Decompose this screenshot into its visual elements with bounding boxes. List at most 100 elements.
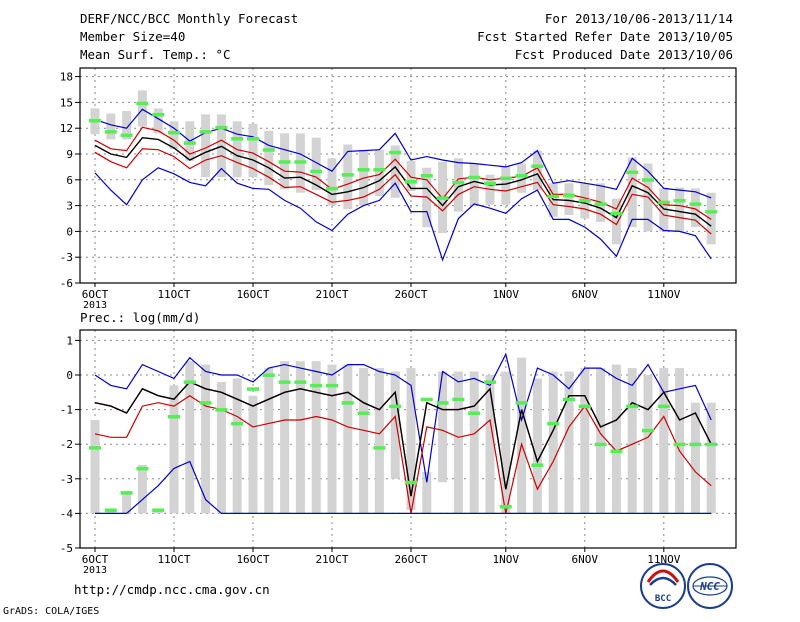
median-marker (357, 167, 370, 172)
median-marker (326, 383, 338, 388)
median-marker (373, 167, 386, 172)
ensemble-box (453, 371, 463, 514)
x-tick-label: 26OCT (394, 553, 427, 566)
median-marker (689, 202, 702, 206)
ensemble-box (137, 464, 147, 514)
median-marker (278, 160, 291, 164)
median-marker (484, 181, 496, 186)
median-marker (515, 401, 528, 405)
ensemble-box (327, 364, 337, 514)
x-tick-label: 21OCT (315, 553, 348, 566)
y-tick-label: 3 (66, 200, 73, 213)
series-line-upper (94, 126, 712, 220)
ensemble-box (485, 374, 495, 514)
ensemble-box (422, 471, 432, 514)
x-tick-label: 6OCT (82, 288, 109, 301)
y-tick-label: 0 (66, 225, 73, 238)
ensemble-box (659, 368, 669, 514)
median-marker (389, 404, 402, 409)
median-marker (405, 180, 417, 184)
series-line-min (94, 167, 712, 262)
median-marker (436, 401, 449, 405)
x-tick-label: 1NOV (493, 553, 520, 566)
ensemble-box (659, 188, 669, 232)
series-line-lower (94, 394, 712, 514)
x-tick-label: 16OCT (236, 288, 269, 301)
median-marker (89, 446, 101, 450)
median-marker (531, 164, 544, 169)
ensemble-box (706, 402, 716, 514)
x-tick-label: 21OCT (315, 288, 348, 301)
figure-title: DERF/NCC/BCC Monthly Forecast (80, 11, 298, 26)
ensemble-box (90, 419, 100, 514)
median-marker (657, 200, 670, 205)
median-marker (547, 194, 560, 199)
y-tick-label: -3 (60, 473, 73, 486)
series-line-max (94, 108, 712, 199)
ensemble-box (248, 123, 258, 178)
median-marker (452, 180, 465, 185)
ensemble-box (169, 121, 179, 149)
median-marker (262, 148, 275, 152)
x-tick-label: 26OCT (394, 288, 427, 301)
median-marker (183, 380, 196, 384)
series-line-max (94, 352, 712, 483)
forecast-period: For 2013/10/06-2013/11/14 (545, 11, 733, 26)
median-marker (452, 397, 465, 402)
y-tick-label: 1 (66, 334, 73, 347)
x-tick-label: 11NOV (647, 553, 680, 566)
ensemble-box (201, 364, 211, 514)
median-marker (420, 397, 433, 402)
y-tick-label: -3 (60, 251, 73, 264)
x-tick-label: 2013 (83, 300, 107, 311)
median-marker (294, 380, 307, 384)
ensemble-box (359, 368, 369, 514)
ensemble-box (185, 361, 195, 514)
median-marker (120, 491, 133, 495)
ensemble-box (469, 371, 479, 514)
ensemble-box (690, 402, 700, 514)
source-url[interactable]: http://cmdp.ncc.cma.gov.cn (74, 582, 270, 597)
median-marker (673, 442, 686, 447)
x-tick-label: 11OCT (157, 553, 190, 566)
grads-credit: GrADS: COLA/IGES (3, 606, 99, 617)
median-marker (705, 442, 718, 447)
ensemble-box (137, 90, 147, 127)
series-line-min (95, 460, 712, 515)
median-marker (420, 174, 433, 178)
ensemble-box (374, 149, 384, 197)
x-tick-label: 2013 (83, 565, 107, 576)
ensemble-box (469, 163, 479, 206)
median-marker (563, 397, 575, 402)
median-marker (499, 504, 512, 509)
median-marker (357, 411, 370, 416)
y-tick-label: -2 (60, 438, 73, 451)
median-marker (152, 112, 165, 117)
median-marker (310, 169, 323, 174)
median-marker (657, 404, 670, 409)
ensemble-box (264, 130, 274, 185)
median-marker (373, 446, 386, 450)
ensemble-box (675, 187, 685, 232)
forecast-produced-date: Fcst Produced Date 2013/10/06 (515, 47, 733, 62)
median-marker (578, 404, 591, 409)
median-marker (168, 131, 180, 135)
precip-title: Prec.: log(mm/d) (80, 310, 200, 325)
median-marker (468, 175, 481, 180)
ncc-logo-text: NCC (699, 580, 720, 593)
x-tick-label: 11NOV (647, 288, 680, 301)
median-marker (136, 101, 149, 106)
median-marker (578, 198, 591, 203)
ensemble-box (216, 381, 226, 514)
ensemble-box (327, 158, 337, 206)
median-marker (405, 480, 417, 485)
ensemble-box (280, 361, 290, 514)
median-marker (642, 178, 654, 182)
y-tick-label: 18 (60, 71, 73, 84)
median-marker (531, 463, 544, 467)
y-tick-label: -6 (60, 277, 73, 290)
median-marker (310, 383, 323, 388)
ensemble-box (611, 198, 621, 245)
median-marker (642, 428, 654, 433)
